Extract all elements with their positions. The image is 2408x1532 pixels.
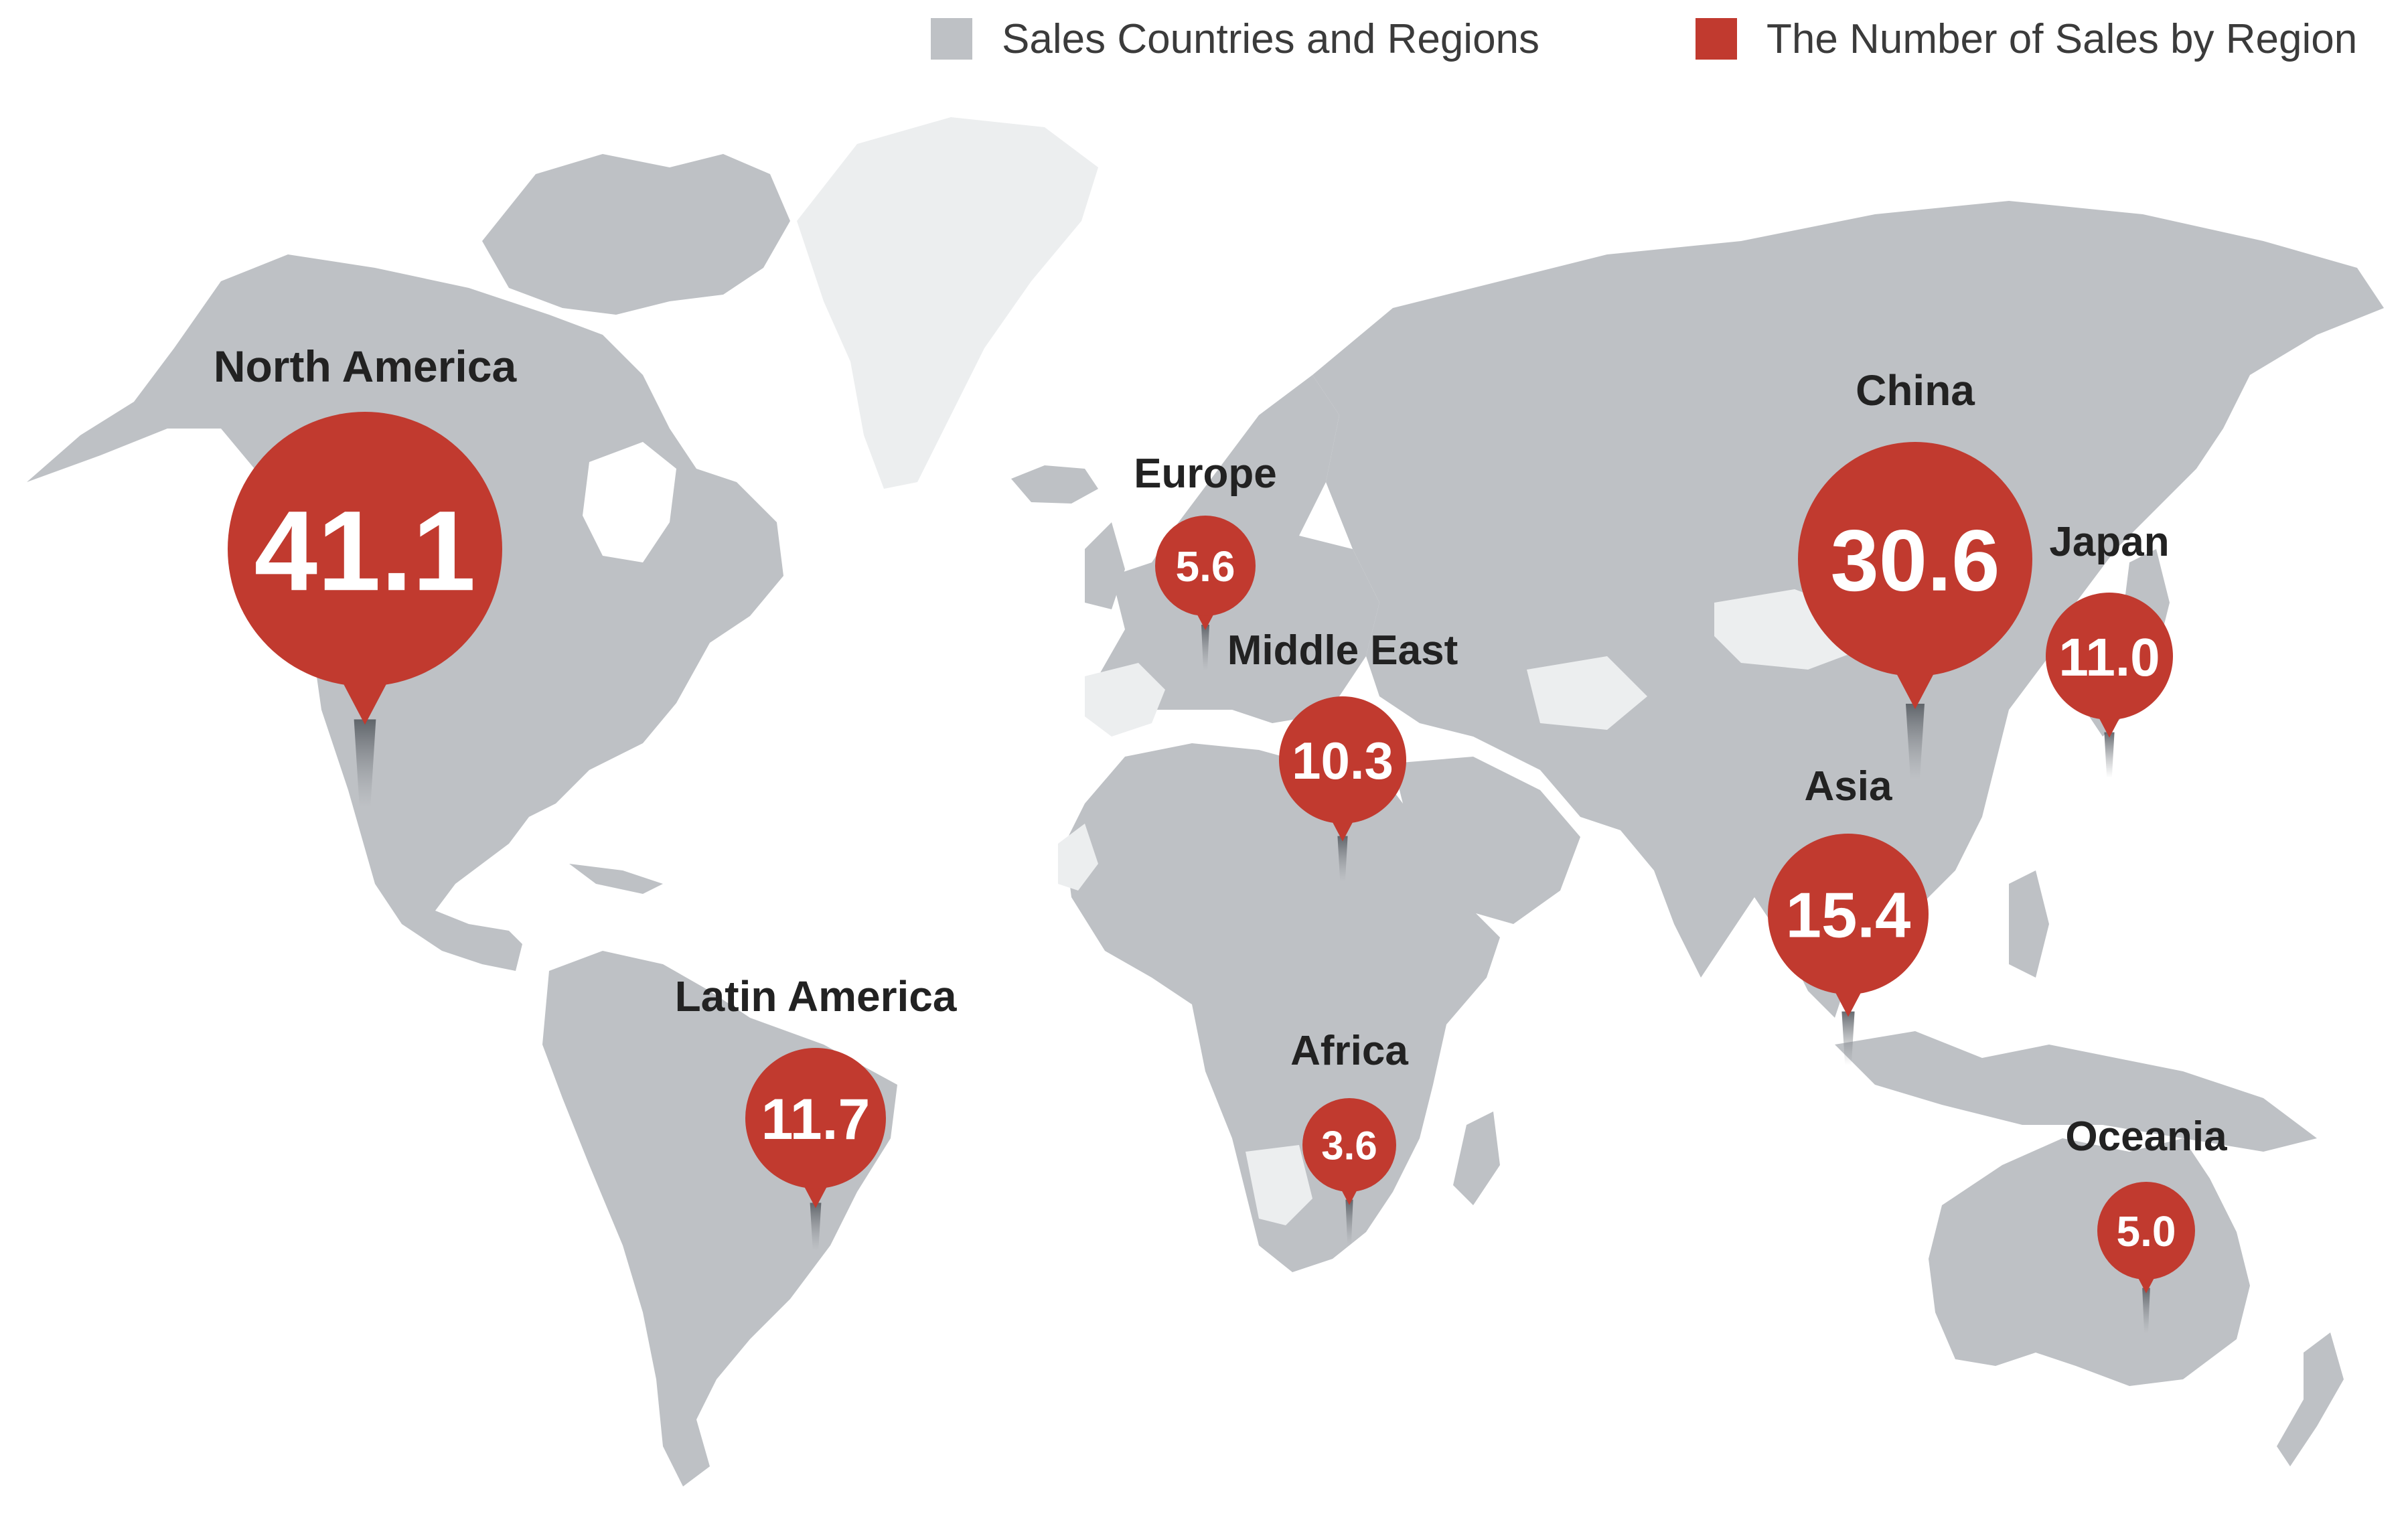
region-name-latin-america: Latin America — [675, 972, 957, 1020]
pin-shadow-china — [1906, 704, 1925, 779]
region-pin-china: 30.6 China — [1798, 366, 2032, 779]
legend-swatch-sales — [1696, 18, 1737, 60]
landmass-arctic-islands — [482, 154, 790, 315]
pin-bubble-latin-america — [745, 1048, 886, 1189]
landmass-caribbean — [569, 864, 663, 894]
pin-bubble-oceania — [2097, 1182, 2195, 1280]
region-name-north-america: North America — [214, 341, 518, 391]
pin-bubble-japan — [2046, 593, 2173, 720]
pin-shadow-africa — [1345, 1199, 1353, 1245]
landmass-new-zealand — [2277, 1332, 2344, 1466]
pin-bubble-china — [1798, 442, 2032, 676]
pin-bubble-north-america — [228, 412, 502, 686]
pin-bubble-asia — [1768, 834, 1929, 994]
region-pin-middle-east: 10.3 Middle East — [1227, 627, 1458, 882]
region-value-oceania: 5.0 — [2117, 1207, 2176, 1255]
landmass-australia — [1929, 1138, 2250, 1386]
pin-tip-china — [1892, 664, 1939, 709]
landmass-uk — [1085, 522, 1125, 609]
region-value-asia: 15.4 — [1786, 880, 1911, 951]
landmass-iceland — [1011, 465, 1098, 504]
landmass-arabia — [1393, 757, 1580, 924]
region-value-china: 30.6 — [1830, 512, 2000, 609]
pin-shadow-north-america — [354, 719, 376, 808]
region-name-africa: Africa — [1290, 1028, 1408, 1074]
pin-shadow-middle-east — [1337, 836, 1348, 882]
pin-tip-oceania — [2136, 1274, 2156, 1294]
region-name-asia: Asia — [1805, 763, 1892, 810]
region-name-middle-east: Middle East — [1227, 627, 1458, 674]
pin-tip-japan — [2097, 713, 2122, 738]
region-name-oceania: Oceania — [2065, 1114, 2227, 1160]
landmass-southern-africa-light — [1246, 1145, 1312, 1225]
pin-shadow-latin-america — [810, 1203, 822, 1251]
region-name-japan: Japan — [2049, 519, 2169, 565]
pin-tip-europe — [1195, 611, 1215, 630]
pins-layer: 41.1 North America 5.6 Europe 10.3 Middle Eas… — [214, 341, 2227, 1334]
region-pin-oceania: 5.0 Oceania — [2065, 1114, 2227, 1334]
region-name-europe: Europe — [1134, 451, 1277, 497]
legend-label-countries: Sales Countries and Regions — [1002, 15, 1540, 62]
pin-tip-africa — [1340, 1187, 1359, 1205]
landmass-south-america — [542, 951, 897, 1486]
landmass-philippines — [2009, 870, 2049, 978]
pin-tip-middle-east — [1330, 817, 1355, 842]
pin-tip-north-america — [337, 672, 392, 725]
region-value-africa: 3.6 — [1321, 1124, 1377, 1168]
region-pin-north-america: 41.1 North America — [214, 341, 518, 808]
landmass-indonesia — [1835, 1031, 2317, 1152]
region-value-north-america: 41.1 — [254, 487, 476, 615]
landmass-western-sahara — [1058, 824, 1098, 891]
pin-shadow-asia — [1841, 1011, 1855, 1065]
landmass-madagascar — [1453, 1112, 1500, 1205]
region-value-latin-america: 11.7 — [761, 1087, 871, 1152]
region-value-middle-east: 10.3 — [1292, 731, 1394, 790]
legend-item-countries: Sales Countries and Regions — [931, 12, 1539, 66]
region-pin-europe: 5.6 Europe — [1134, 451, 1277, 670]
region-value-europe: 5.6 — [1176, 542, 1235, 591]
hudson-bay — [583, 442, 676, 562]
region-pin-africa: 3.6 Africa — [1290, 1028, 1408, 1245]
region-pin-asia: 15.4 Asia — [1768, 763, 1929, 1065]
pin-tip-asia — [1832, 986, 1864, 1017]
region-pin-latin-america: 11.7 Latin America — [675, 972, 957, 1251]
landmass-greenland — [797, 117, 1098, 489]
landmass-iberia — [1085, 663, 1165, 737]
legend-swatch-countries — [931, 18, 972, 60]
pin-shadow-japan — [2104, 732, 2115, 778]
region-name-china: China — [1856, 366, 1975, 414]
pin-bubble-africa — [1302, 1098, 1396, 1192]
landmass-central-asia-light — [1527, 656, 1647, 730]
pin-bubble-middle-east — [1279, 696, 1406, 824]
pin-bubble-europe — [1155, 516, 1256, 616]
region-value-japan: 11.0 — [2058, 627, 2160, 687]
legend-label-sales: The Number of Sales by Region — [1766, 15, 2358, 62]
pin-shadow-europe — [1201, 625, 1209, 670]
pin-tip-latin-america — [802, 1181, 830, 1209]
pin-shadow-oceania — [2142, 1288, 2150, 1334]
region-pin-japan: 11.0 Japan — [2046, 519, 2173, 778]
legend-item-sales: The Number of Sales by Region — [1696, 12, 2357, 66]
